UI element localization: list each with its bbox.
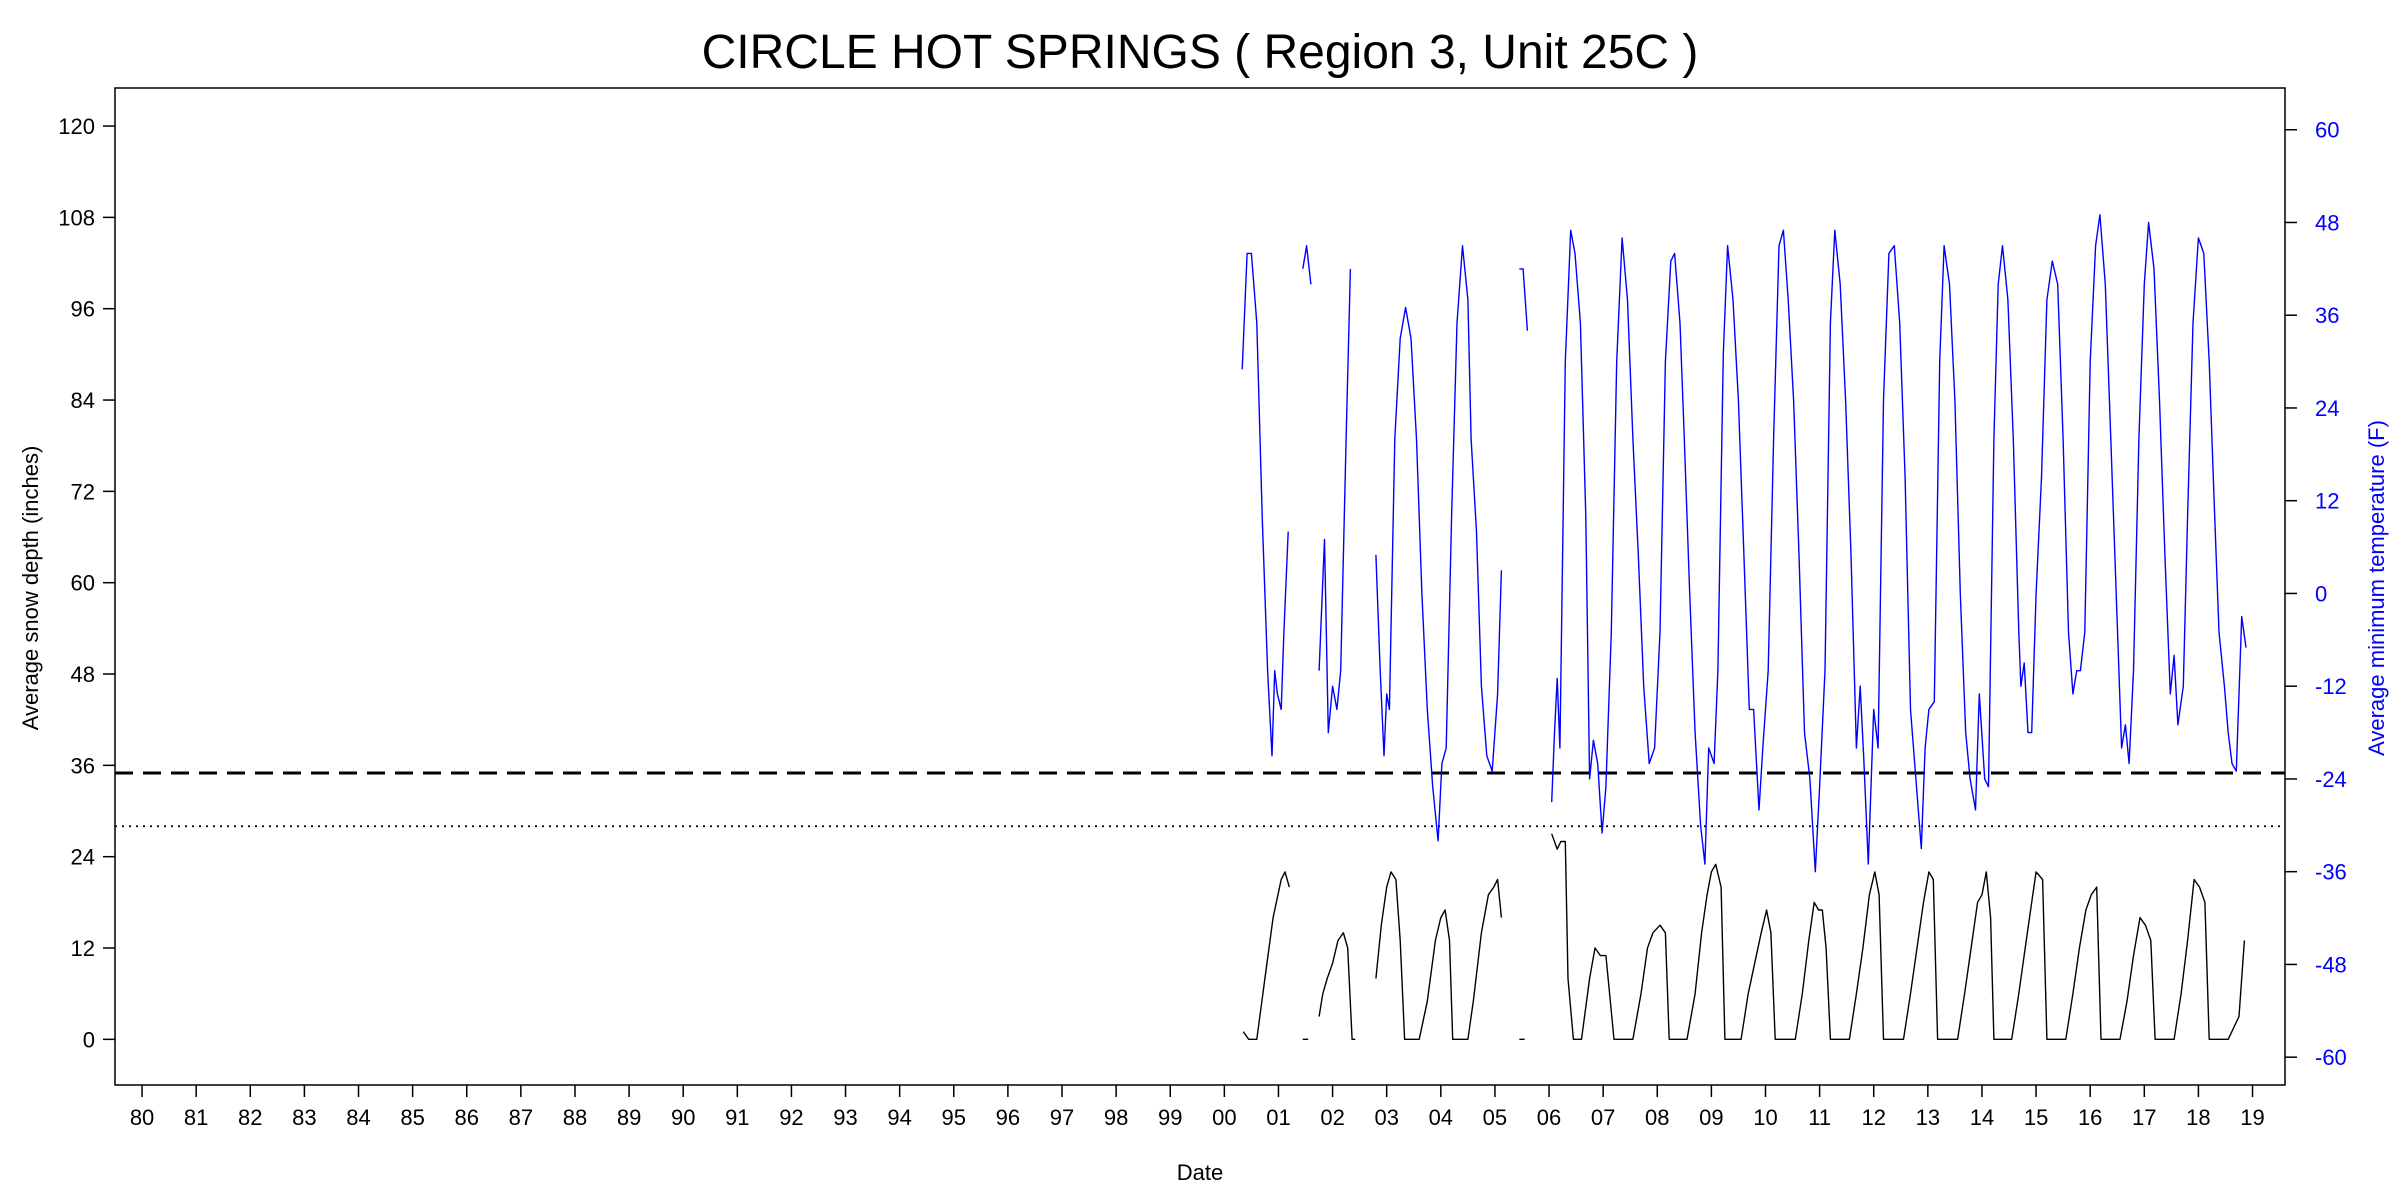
series-layer: [1241, 214, 2247, 1041]
y-tick-label: 24: [71, 845, 95, 870]
y-tick-label: 84: [71, 388, 95, 413]
y-axis-right: -60 -48 -36 -24 -12 0 12 24 36 48 60: [2285, 118, 2347, 1070]
y-tick-label: 60: [71, 571, 95, 596]
x-tick-label: 15: [2024, 1105, 2048, 1130]
x-axis: 80 81 82 83 84 85 86 87 88 89 90 91 92 93 94 95 96 97 98 99…: [130, 1085, 2265, 1130]
x-tick-label: 07: [1591, 1105, 1615, 1130]
y2-tick-label: -12: [2315, 674, 2347, 699]
x-tick-label: 02: [1320, 1105, 1344, 1130]
y-tick-label: 108: [58, 205, 95, 230]
x-tick-label: 14: [1970, 1105, 1994, 1130]
y2-tick-label: 24: [2315, 396, 2339, 421]
x-tick-label: 89: [617, 1105, 641, 1130]
temperature-line-segment: [1375, 244, 1503, 842]
x-tick-label: 09: [1699, 1105, 1723, 1130]
x-tick-label: 80: [130, 1105, 154, 1130]
y2-tick-label: -48: [2315, 952, 2347, 977]
x-tick-label: 85: [400, 1105, 424, 1130]
x-tick-label: 13: [1916, 1105, 1940, 1130]
y2-tick-label: 48: [2315, 210, 2339, 235]
y-tick-label: 48: [71, 662, 95, 687]
y-axis-left-label: Average snow depth (inches): [18, 446, 43, 731]
x-axis-label: Date: [1177, 1160, 1223, 1185]
y2-tick-label: 12: [2315, 489, 2339, 514]
y2-tick-label: -36: [2315, 860, 2347, 885]
plot-frame: [114, 87, 2286, 1086]
x-tick-label: 88: [563, 1105, 587, 1130]
x-tick-label: 96: [996, 1105, 1020, 1130]
x-tick-label: 83: [292, 1105, 316, 1130]
x-tick-label: 01: [1266, 1105, 1290, 1130]
x-tick-label: 94: [887, 1105, 911, 1130]
x-tick-label: 19: [2240, 1105, 2264, 1130]
x-tick-label: 00: [1212, 1105, 1236, 1130]
x-tick-label: 87: [509, 1105, 533, 1130]
chart-title: CIRCLE HOT SPRINGS ( Region 3, Unit 25C …: [702, 26, 1699, 79]
x-tick-label: 81: [184, 1105, 208, 1130]
y-axis-left: 0 12 24 36 48 60 72 84 96 108 120: [58, 114, 115, 1052]
snow-depth-line-segment: [1551, 833, 2246, 1041]
temperature-line-segment: [1241, 252, 1289, 757]
x-tick-label: 90: [671, 1105, 695, 1130]
y2-tick-label: -24: [2315, 767, 2347, 792]
x-tick-label: 82: [238, 1105, 262, 1130]
y2-tick-label: 0: [2315, 581, 2327, 606]
temperature-line-segment: [1302, 244, 1312, 285]
x-tick-label: 10: [1753, 1105, 1777, 1130]
x-tick-label: 11: [1808, 1105, 1831, 1130]
x-tick-label: 16: [2078, 1105, 2102, 1130]
x-tick-label: 12: [1861, 1105, 1885, 1130]
y-tick-label: 72: [71, 479, 95, 504]
y-tick-label: 12: [71, 936, 95, 961]
x-tick-label: 05: [1483, 1105, 1507, 1130]
x-tick-label: 18: [2186, 1105, 2210, 1130]
y2-tick-label: -60: [2315, 1045, 2347, 1070]
snow-depth-line-segment: [1242, 871, 1290, 1041]
y-tick-label: 120: [58, 114, 95, 139]
y2-tick-label: 60: [2315, 118, 2339, 143]
snow-depth-line-segment: [1318, 932, 1356, 1041]
x-tick-label: 17: [2132, 1105, 2156, 1130]
y2-tick-label: 36: [2315, 303, 2339, 328]
y-tick-label: 0: [83, 1027, 95, 1052]
x-tick-label: 08: [1645, 1105, 1669, 1130]
temperature-line-segment: [1318, 268, 1352, 734]
x-tick-label: 93: [833, 1105, 857, 1130]
x-tick-label: 99: [1158, 1105, 1182, 1130]
temperature-line-segment: [1551, 214, 2247, 873]
x-tick-label: 03: [1374, 1105, 1398, 1130]
snow-depth-line-segment: [1375, 871, 1503, 1041]
x-tick-label: 98: [1104, 1105, 1128, 1130]
y-tick-label: 96: [71, 297, 95, 322]
x-tick-label: 97: [1050, 1105, 1074, 1130]
y-tick-label: 36: [71, 753, 95, 778]
x-tick-label: 04: [1429, 1105, 1453, 1130]
temperature-line-segment: [1519, 268, 1529, 331]
y-axis-right-label: Average minimum temperature (F): [2364, 420, 2389, 756]
reference-lines: [115, 771, 2285, 828]
x-tick-label: 92: [779, 1105, 803, 1130]
x-tick-label: 91: [725, 1105, 749, 1130]
x-tick-label: 95: [942, 1105, 966, 1130]
x-tick-label: 06: [1537, 1105, 1561, 1130]
x-tick-label: 86: [455, 1105, 479, 1130]
x-tick-label: 84: [346, 1105, 370, 1130]
